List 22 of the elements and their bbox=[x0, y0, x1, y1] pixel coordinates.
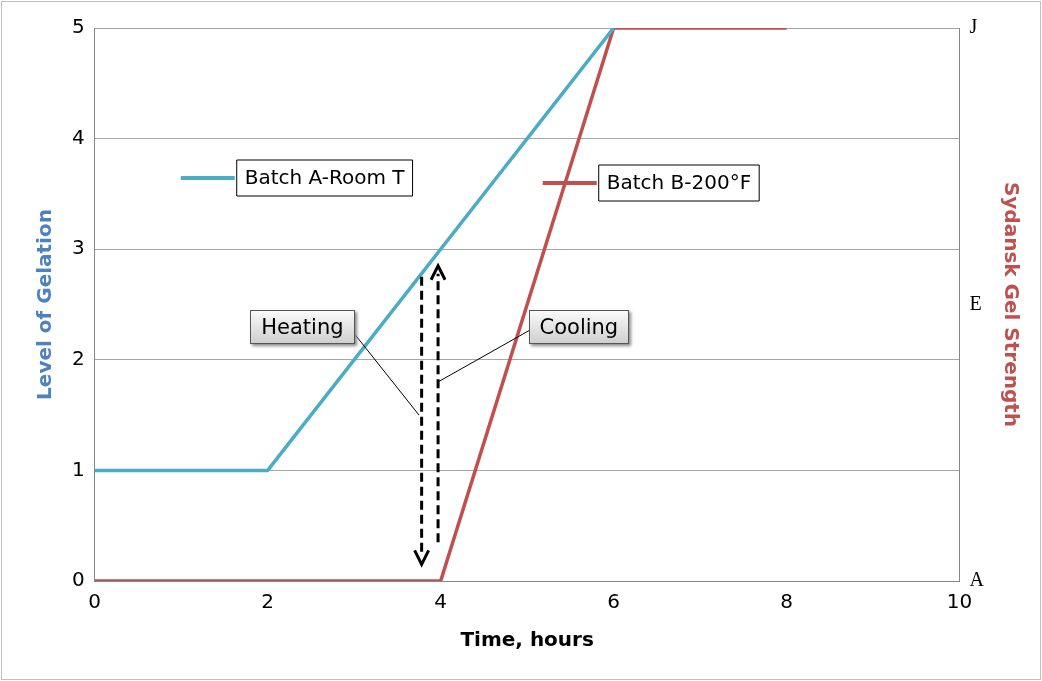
legend-label: Batch B-200°F bbox=[606, 170, 752, 195]
x-tick-label: 4 bbox=[434, 589, 448, 614]
category-label: E bbox=[969, 291, 982, 314]
category-label: J bbox=[969, 15, 978, 38]
y-tick-label: 5 bbox=[71, 14, 85, 39]
y-tick-label: 3 bbox=[71, 235, 85, 260]
y-tick-label: 1 bbox=[71, 456, 85, 481]
legend-label: Batch A-Room T bbox=[244, 165, 406, 190]
y-tick-label: 4 bbox=[71, 124, 85, 149]
x-tick-label: 0 bbox=[88, 589, 102, 614]
x-tick-label: 6 bbox=[607, 589, 620, 614]
y2-axis-title: Sydansk Gel Strength bbox=[999, 181, 1024, 428]
x-tick-label: 2 bbox=[261, 589, 275, 614]
annotation: Cooling bbox=[528, 309, 630, 344]
y-axis-title: Level of Gelation bbox=[32, 209, 57, 400]
x-axis-title: Time, hours bbox=[460, 627, 594, 652]
x-tick-label: 10 bbox=[946, 589, 973, 614]
category-label: A bbox=[969, 568, 985, 591]
y-tick-label: 2 bbox=[71, 346, 85, 370]
y-tick-label: 0 bbox=[71, 567, 85, 592]
annotation: Heating bbox=[250, 309, 355, 344]
x-tick-label: 8 bbox=[780, 589, 793, 614]
